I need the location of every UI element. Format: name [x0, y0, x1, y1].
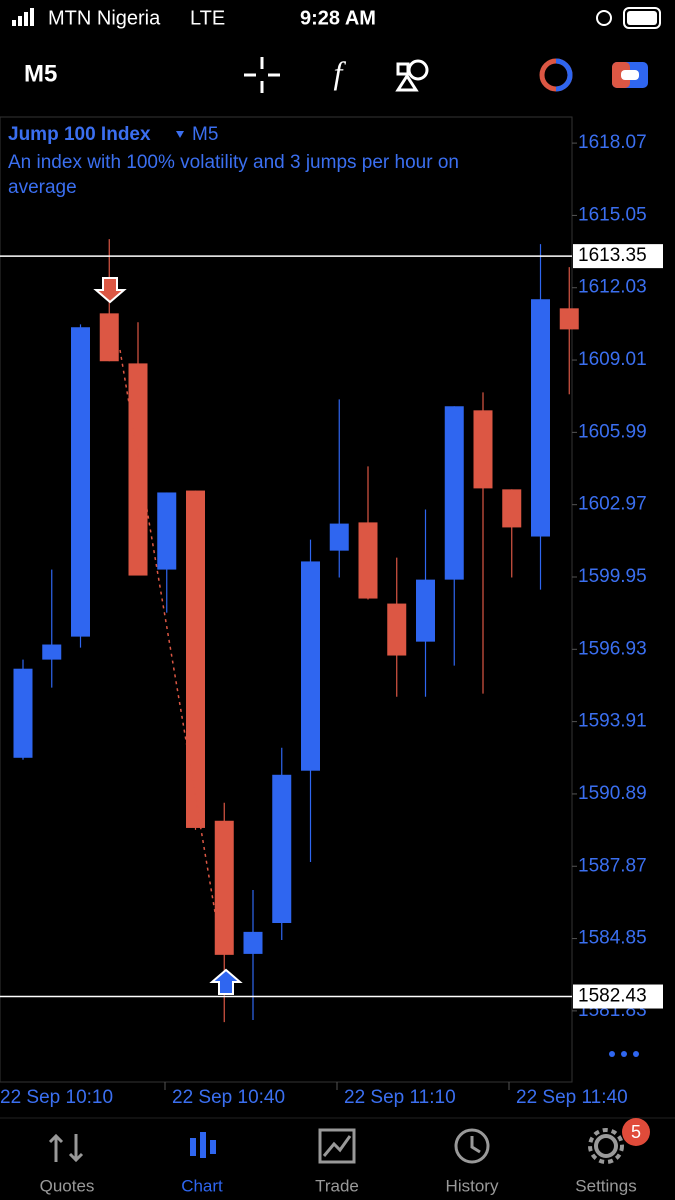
candle-body: [387, 603, 407, 656]
y-tick-label: 1590.89: [578, 783, 647, 804]
candle-body: [444, 406, 464, 580]
price-label: 1582.43: [578, 986, 647, 1007]
y-tick-label: 1605.99: [578, 421, 647, 442]
candle-body: [157, 492, 177, 570]
candle-body: [301, 561, 320, 771]
history-icon: [454, 1128, 490, 1164]
candle-body: [99, 313, 119, 362]
tab-3[interactable]: History: [446, 1176, 499, 1195]
candle-body: [358, 522, 378, 599]
indicators-button[interactable]: f: [334, 54, 347, 90]
chart-icon: [190, 1132, 216, 1158]
tab-4[interactable]: Settings: [575, 1176, 636, 1195]
price-label: 1613.35: [578, 245, 647, 266]
y-tick-label: 1615.05: [578, 204, 647, 225]
symbol-description: An index with 100% volatility and 3 jump…: [8, 152, 459, 198]
y-tick-label: 1596.93: [578, 638, 647, 659]
more-button[interactable]: [609, 1051, 639, 1057]
objects-button[interactable]: [395, 59, 429, 92]
trade-link: [119, 349, 219, 931]
y-tick-label: 1587.87: [578, 855, 647, 876]
chart-timeframe: M5: [192, 124, 218, 145]
candle-body: [128, 363, 148, 576]
settings-icon: [588, 1128, 624, 1164]
y-tick-label: 1599.95: [578, 566, 647, 587]
clock: 9:28 AM: [300, 7, 376, 29]
tab-1[interactable]: Chart: [181, 1176, 223, 1195]
candle-body: [329, 523, 349, 551]
crosshair-button[interactable]: [244, 57, 280, 93]
candle-body: [473, 410, 493, 489]
x-tick-label: 22 Sep 11:40: [516, 1087, 628, 1108]
timeframe-button[interactable]: M5: [24, 60, 57, 87]
candle-body: [272, 774, 292, 924]
signal-icon: [12, 8, 34, 26]
symbol-dropdown[interactable]: [176, 131, 184, 138]
candle-body: [416, 579, 435, 642]
price-label-bg: [573, 984, 663, 1009]
y-tick-label: 1612.03: [578, 277, 647, 298]
candle-body: [243, 931, 263, 954]
candle-body: [559, 308, 579, 330]
network: LTE: [190, 7, 225, 29]
carrier: MTN Nigeria: [48, 7, 161, 29]
price-label-bg: [573, 244, 663, 269]
trade-icon: [318, 1128, 356, 1164]
candle-body: [502, 489, 522, 528]
y-tick-label: 1609.01: [578, 349, 647, 370]
x-tick-label: 22 Sep 10:40: [172, 1087, 285, 1108]
candle-body: [13, 668, 33, 758]
tab-0[interactable]: Quotes: [40, 1176, 95, 1195]
y-tick-label: 1618.07: [578, 132, 647, 153]
candle-body: [42, 644, 62, 660]
plot-frame: [0, 116, 573, 1083]
y-tick-label: 1602.97: [578, 494, 647, 515]
candle-body: [71, 327, 90, 637]
trade-button[interactable]: [539, 58, 648, 92]
candle-body: [186, 490, 205, 828]
settings-badge: 5: [631, 1122, 641, 1142]
buy-arrow: [209, 968, 243, 995]
symbol[interactable]: Jump 100 Index: [8, 124, 151, 145]
tab-2[interactable]: Trade: [315, 1176, 359, 1195]
y-tick-label: 1584.85: [578, 928, 647, 949]
candle-body: [531, 299, 550, 537]
x-tick-label: 22 Sep 10:10: [0, 1087, 113, 1108]
settings-badge-bg: [622, 1118, 650, 1146]
sell-arrow: [93, 277, 127, 304]
quotes-icon: [48, 1133, 84, 1163]
x-tick-label: 22 Sep 11:10: [344, 1087, 456, 1108]
y-tick-label: 1593.91: [578, 711, 647, 732]
battery-icon: [596, 7, 661, 29]
candle-body: [214, 820, 234, 955]
